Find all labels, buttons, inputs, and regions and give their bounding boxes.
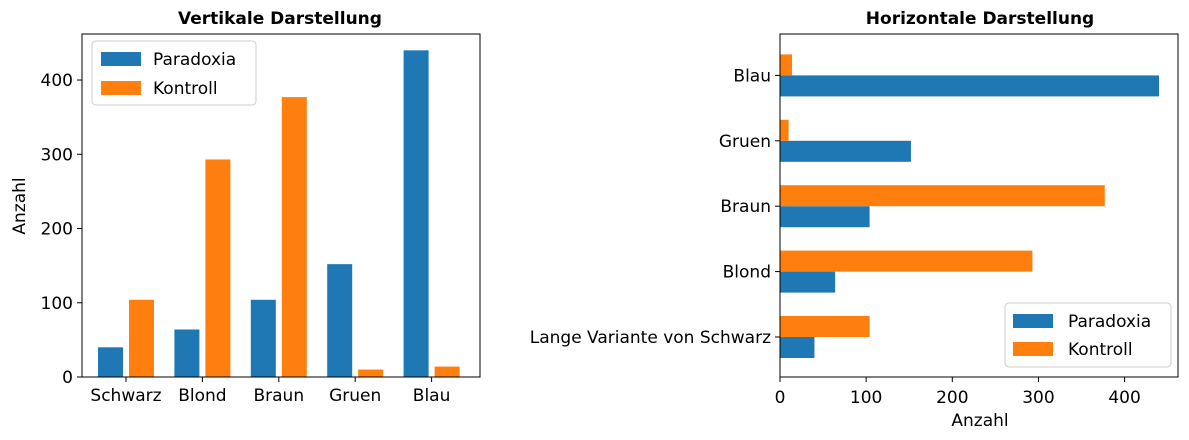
bar-paradoxia-blond: [780, 271, 836, 293]
bar-paradoxia-blau: [403, 50, 429, 377]
plot-frame: [779, 33, 1179, 378]
x-tick-label: 0: [775, 388, 786, 408]
bar-kontroll-blond: [780, 250, 1033, 272]
bar-kontroll-blau: [780, 54, 793, 76]
plot-frame: [81, 33, 481, 378]
y-tick-label: 300: [41, 145, 73, 165]
x-tick-label: Blond: [178, 386, 226, 406]
bar-kontroll-schwarz: [129, 299, 154, 377]
x-tick-label: 100: [850, 388, 882, 408]
bar-kontroll-blau: [434, 366, 460, 377]
bar-paradoxia-gruen: [327, 264, 353, 377]
bar-kontroll-gruen: [780, 119, 789, 141]
legend: Paradoxia Kontroll: [1004, 302, 1172, 368]
bar-paradoxia-braun: [250, 299, 276, 377]
bar-kontroll-lange-variante-von-schwarz: [780, 316, 870, 337]
y-tick-label: Blond: [723, 263, 771, 283]
y-tick-label: Braun: [720, 197, 771, 217]
bar-paradoxia-lange-variante-von-schwarz: [780, 337, 815, 358]
legend: Paradoxia Kontroll: [91, 40, 257, 106]
bar-paradoxia-gruen: [780, 140, 911, 162]
y-tick-label: 0: [62, 368, 73, 388]
x-axis-label: Anzahl: [951, 411, 1008, 431]
legend-label-paradoxia: Paradoxia: [1068, 312, 1151, 332]
x-tick-label: 400: [1108, 388, 1140, 408]
chart-title: Horizontale Darstellung: [866, 9, 1094, 29]
y-tick-label: Blau: [733, 66, 771, 86]
y-tick-label: 400: [41, 71, 73, 91]
horizontal-bar-chart: Horizontale Darstellung Anzahl Lange Var…: [530, 9, 1179, 431]
legend-swatch-kontroll: [101, 81, 141, 95]
legend-label-kontroll: Kontroll: [1068, 340, 1133, 360]
bar-kontroll-braun: [780, 185, 1105, 207]
legend-label-kontroll: Kontroll: [153, 79, 218, 99]
x-tick-label: Braun: [253, 386, 304, 406]
vertical-bar-chart: Vertikale Darstellung Anzahl Schwarz Blon…: [10, 9, 481, 406]
y-tick-label: 200: [41, 220, 73, 240]
chart-title: Vertikale Darstellung: [178, 9, 382, 29]
legend-swatch-paradoxia: [1013, 314, 1053, 328]
bar-kontroll-gruen: [358, 369, 384, 377]
bar-paradoxia-blau: [780, 75, 1160, 97]
bar-paradoxia-blond: [174, 329, 200, 377]
x-tick-label: Gruen: [329, 386, 381, 406]
y-tick-label: Gruen: [719, 132, 771, 152]
legend-swatch-paradoxia: [101, 52, 141, 66]
bar-kontroll-blond: [205, 159, 231, 377]
legend-label-paradoxia: Paradoxia: [153, 50, 236, 70]
y-tick-label: Lange Variante von Schwarz: [530, 328, 771, 348]
x-tick-label: 300: [1022, 388, 1054, 408]
bar-paradoxia-schwarz: [98, 347, 123, 377]
x-tick-label: Blau: [413, 386, 451, 406]
x-tick-label: Schwarz: [90, 386, 161, 406]
x-tick-label: 200: [936, 388, 968, 408]
legend-swatch-kontroll: [1013, 342, 1053, 356]
bar-paradoxia-braun: [780, 206, 870, 228]
y-tick-label: 100: [41, 294, 73, 314]
y-axis-label: Anzahl: [10, 177, 30, 234]
bar-kontroll-braun: [281, 97, 307, 377]
